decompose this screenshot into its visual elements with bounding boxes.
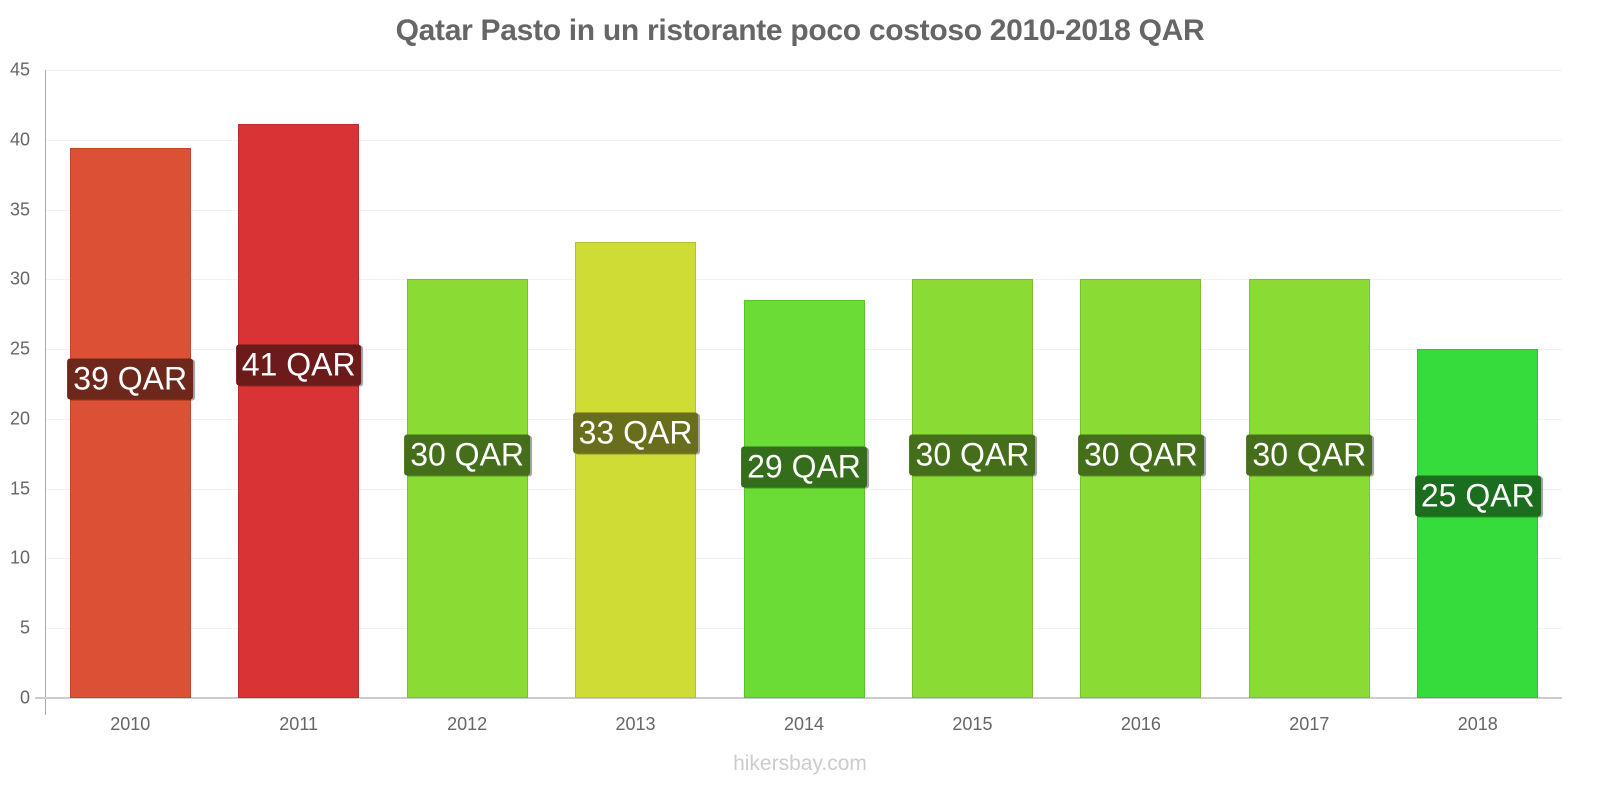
y-tick-label: 35 bbox=[9, 199, 30, 220]
data-label: 41 QAR bbox=[235, 344, 362, 386]
gridline bbox=[46, 209, 1562, 211]
y-axis bbox=[45, 70, 46, 715]
bar-2018[interactable] bbox=[1417, 349, 1539, 698]
data-label: 30 QAR bbox=[1077, 434, 1204, 476]
chart-title: Qatar Pasto in un ristorante poco costos… bbox=[395, 14, 1205, 47]
y-tick-label: 0 bbox=[19, 687, 30, 708]
y-tick-label: 5 bbox=[19, 617, 30, 638]
x-tick-label: 2011 bbox=[279, 714, 319, 734]
x-tick-label: 2012 bbox=[447, 714, 488, 734]
x-tick-label: 2015 bbox=[952, 714, 993, 734]
x-tick-label: 2016 bbox=[1120, 714, 1161, 734]
bar-2015[interactable] bbox=[911, 279, 1033, 698]
y-tick-label: 20 bbox=[9, 408, 30, 429]
bar-2012[interactable] bbox=[406, 279, 528, 698]
x-tick-label: 2010 bbox=[110, 714, 151, 734]
x-tick-label: 2014 bbox=[783, 714, 825, 734]
y-tick-label: 40 bbox=[9, 129, 30, 150]
bar-2011[interactable] bbox=[238, 124, 360, 698]
x-axis bbox=[35, 697, 1562, 699]
gridline bbox=[46, 70, 1562, 71]
bar-2010[interactable] bbox=[69, 148, 191, 698]
bar-2017[interactable] bbox=[1248, 279, 1370, 698]
data-label: 29 QAR bbox=[741, 446, 867, 488]
data-label: 25 QAR bbox=[1414, 475, 1541, 517]
y-tick-label: 45 bbox=[9, 59, 30, 80]
y-tick-label: 15 bbox=[9, 478, 30, 499]
gridline bbox=[46, 279, 1562, 281]
data-label: 30 QAR bbox=[1246, 434, 1373, 476]
bar-2013[interactable] bbox=[575, 241, 697, 698]
y-tick-label: 10 bbox=[9, 547, 30, 568]
x-tick-label: 2017 bbox=[1289, 714, 1330, 734]
data-label: 39 QAR bbox=[67, 358, 194, 400]
data-label: 33 QAR bbox=[572, 412, 699, 454]
watermark: hikersbay.com bbox=[733, 752, 867, 775]
bar-2014[interactable] bbox=[743, 300, 865, 698]
bar-2016[interactable] bbox=[1080, 279, 1202, 698]
data-label: 30 QAR bbox=[909, 434, 1036, 476]
y-tick-label: 25 bbox=[9, 338, 30, 359]
y-tick-label: 30 bbox=[9, 268, 30, 289]
data-label: 30 QAR bbox=[404, 434, 531, 476]
gridline bbox=[46, 139, 1562, 141]
x-tick-label: 2018 bbox=[1457, 714, 1498, 734]
x-tick-label: 2013 bbox=[615, 714, 656, 734]
